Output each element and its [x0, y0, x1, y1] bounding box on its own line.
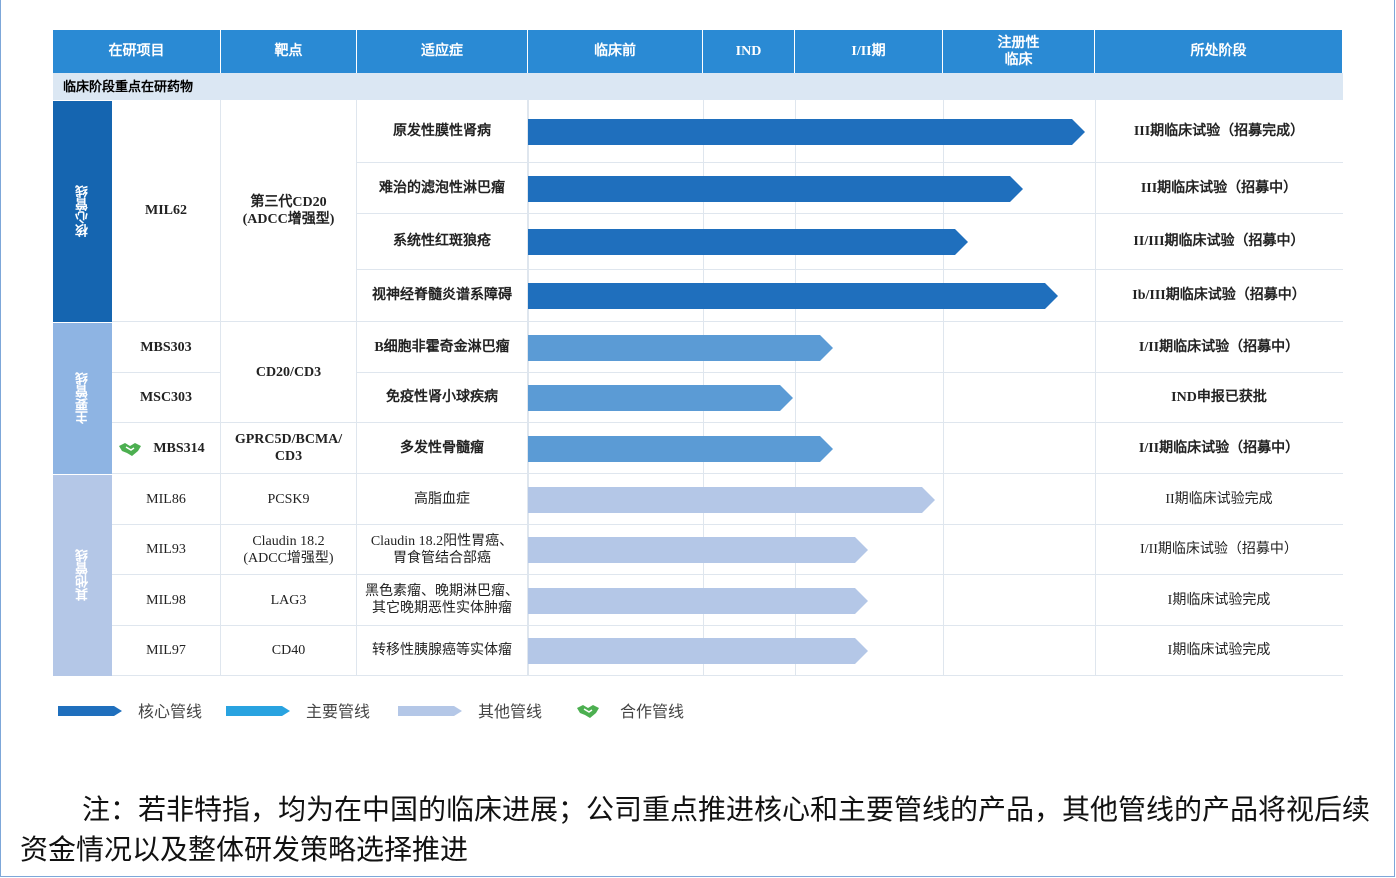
header-cell: 临床前	[528, 30, 703, 73]
project: MBS314	[112, 423, 221, 474]
progress-bar	[528, 587, 868, 614]
header-cell: 靶点	[221, 30, 357, 73]
progress-bar	[528, 385, 793, 411]
progress-bar	[528, 175, 1023, 202]
progress-bar	[528, 229, 968, 255]
indication: 免疫性肾小球疾病	[357, 373, 528, 423]
header-cell: 适应症	[357, 30, 528, 73]
stage: I/II期临床试验（招募中）	[1095, 423, 1343, 474]
row-line	[528, 213, 1095, 214]
progress-bar	[528, 486, 935, 513]
progress-bar	[528, 118, 1085, 145]
partner-icon	[119, 442, 141, 456]
group-label: 主要管线	[53, 322, 112, 474]
stage: I期临床试验完成	[1095, 626, 1343, 676]
indication: 视神经脊髓炎谱系障碍	[357, 270, 528, 322]
row-line	[528, 372, 1095, 373]
indication: 高脂血症	[357, 474, 528, 525]
legend-label: 主要管线	[306, 703, 371, 721]
progress-bar	[528, 334, 833, 361]
progress-bar	[528, 435, 833, 462]
row-line	[528, 473, 1095, 474]
stage: II/III期临床试验（招募中）	[1095, 214, 1343, 270]
target: CD40	[221, 626, 357, 676]
project: MIL86	[112, 474, 221, 525]
indication: 难治的滤泡性淋巴瘤	[357, 163, 528, 214]
target: PCSK9	[221, 474, 357, 525]
row-line	[528, 321, 1095, 322]
column-divider	[1095, 100, 1096, 676]
row-line	[528, 625, 1095, 626]
header-cell: 所处阶段	[1095, 30, 1343, 73]
target: CD20/CD3	[221, 322, 357, 423]
note: 注：若非特指，均为在中国的临床进展；公司重点推进核心和主要管线的产品，其他管线的…	[20, 793, 1371, 866]
stage: IND申报已获批	[1095, 373, 1343, 423]
column-divider	[795, 100, 796, 676]
stage: I期临床试验完成	[1095, 575, 1343, 626]
stage: I/II期临床试验（招募中）	[1095, 322, 1343, 373]
legend-swatch	[226, 706, 290, 716]
header-cell: IND	[703, 30, 795, 73]
group-label: 核心管线	[53, 100, 112, 322]
target: Claudin 18.2 (ADCC增强型)	[221, 525, 357, 575]
project: MIL62	[112, 100, 221, 322]
target: GPRC5D/BCMA/ CD3	[221, 423, 357, 474]
row-line	[528, 422, 1095, 423]
indication: 系统性红斑狼疮	[357, 214, 528, 270]
row-line	[528, 675, 1095, 676]
project: MSC303	[112, 373, 221, 423]
stage: III期临床试验（招募完成）	[1095, 100, 1343, 163]
indication: 原发性膜性肾病	[357, 100, 528, 163]
progress-bar	[528, 283, 1058, 309]
row-line	[528, 269, 1095, 270]
stage: I/II期临床试验（招募中）	[1095, 525, 1343, 575]
header-cell: 在研项目	[53, 30, 221, 73]
indication: 转移性胰腺癌等实体瘤	[357, 626, 528, 676]
progress-bar	[528, 638, 868, 664]
column-divider	[943, 100, 944, 676]
target: LAG3	[221, 575, 357, 626]
legend-label: 合作管线	[620, 703, 685, 721]
group-label: 其他管线	[53, 474, 112, 676]
row-line	[528, 162, 1095, 163]
header-cell: 注册性 临床	[943, 30, 1095, 73]
indication: B细胞非霍奇金淋巴瘤	[357, 322, 528, 373]
legend-label: 其他管线	[478, 703, 543, 721]
project: MIL98	[112, 575, 221, 626]
target: 第三代CD20 (ADCC增强型)	[221, 100, 357, 322]
partner-icon	[577, 705, 599, 718]
header-cell: I/II期	[795, 30, 943, 73]
progress-bar	[528, 537, 868, 563]
stage: II期临床试验完成	[1095, 474, 1343, 525]
row-line	[528, 574, 1095, 575]
row-line	[528, 524, 1095, 525]
section-title: 临床阶段重点在研药物	[53, 73, 1343, 100]
project: MIL93	[112, 525, 221, 575]
indication: 多发性骨髓瘤	[357, 423, 528, 474]
legend-swatch	[398, 706, 462, 716]
legend-swatch	[58, 706, 122, 716]
indication: 黑色素瘤、晚期淋巴瘤、 其它晚期恶性实体肿瘤	[357, 575, 528, 626]
legend-label: 核心管线	[138, 703, 203, 721]
project: MBS303	[112, 322, 221, 373]
project: MIL97	[112, 626, 221, 676]
indication: Claudin 18.2阳性胃癌、 胃食管结合部癌	[357, 525, 528, 575]
stage: III期临床试验（招募中）	[1095, 163, 1343, 214]
stage: Ib/III期临床试验（招募中）	[1095, 270, 1343, 322]
